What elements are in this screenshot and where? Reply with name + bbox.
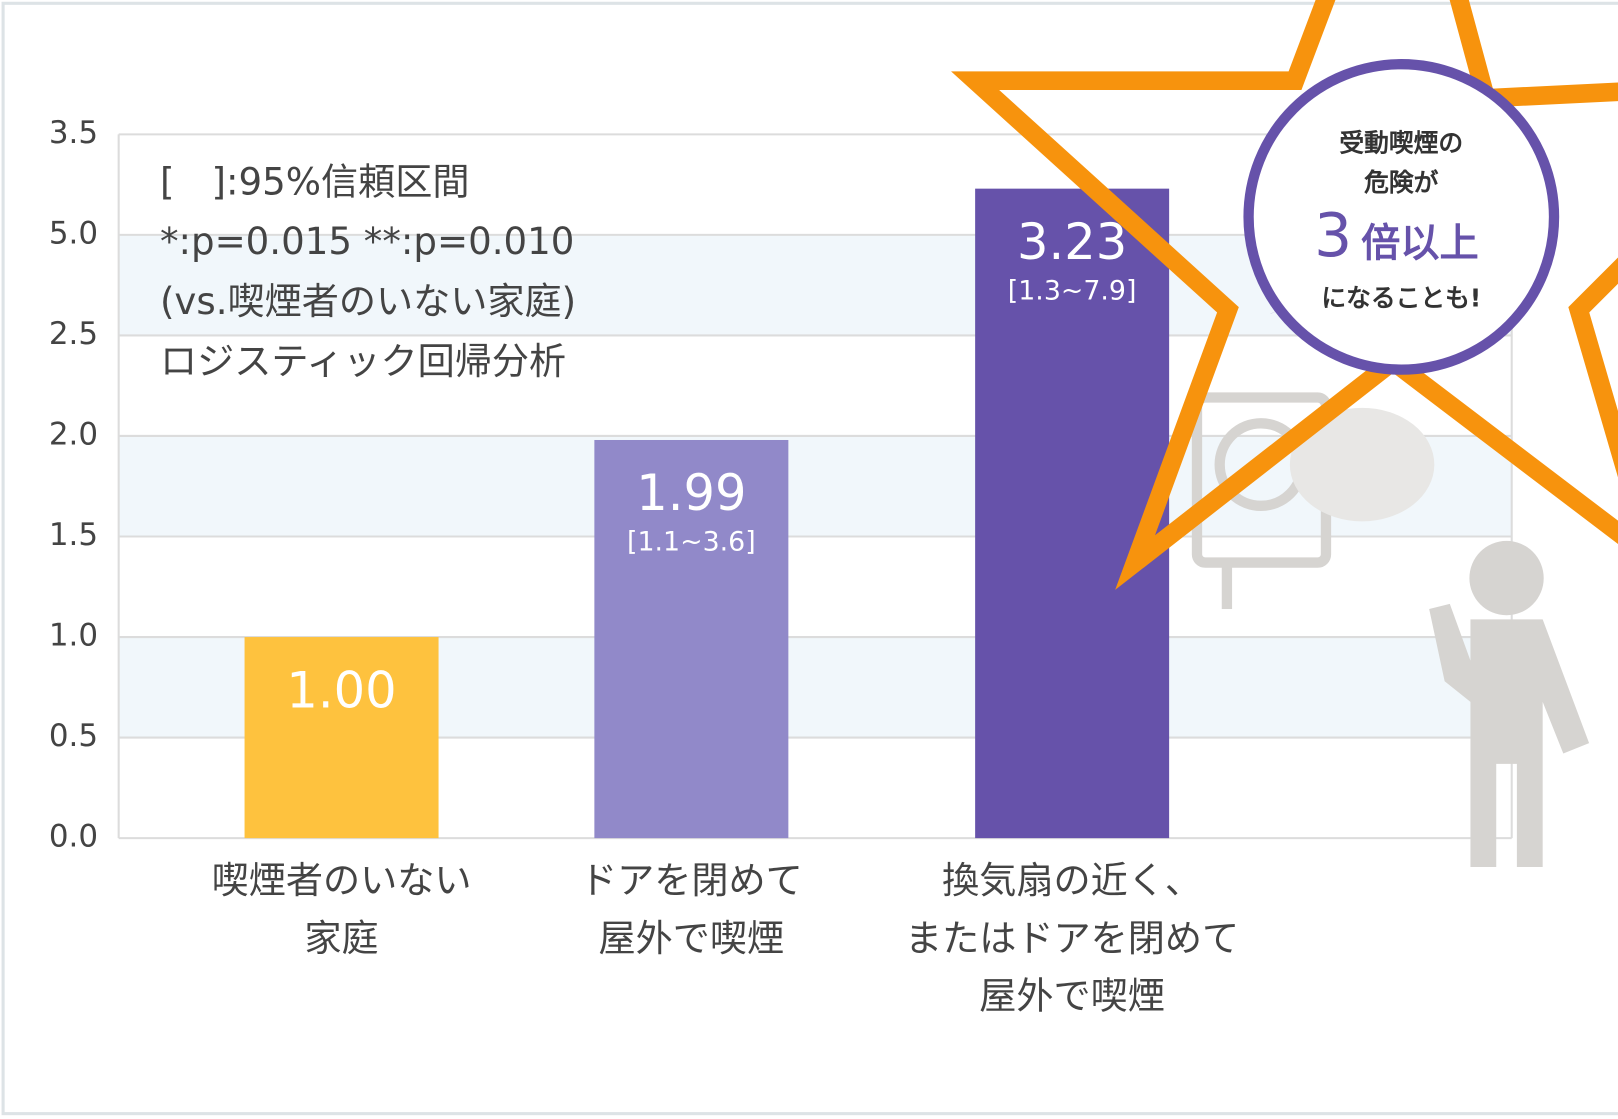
annotation: ロジスティック回帰分析 — [160, 340, 566, 383]
y-tick-label: 3.5 — [49, 115, 98, 151]
y-tick-label: 0.5 — [49, 718, 98, 754]
chart: 0.0 0.5 1.0 1.5 2.0 2.5 5.0 3.5 1.00 喫煙者のいない家庭 1.9… — [0, 0, 1618, 1119]
ci-label: [1.1~3.6] — [627, 527, 756, 558]
fan-cord — [1222, 563, 1232, 609]
value-label: 1.00 — [286, 661, 396, 719]
callout-text: 受動喫煙の — [1339, 129, 1463, 158]
callout-circle — [1249, 64, 1554, 369]
y-tick-label: 2.5 — [49, 316, 98, 352]
value-label: 3.23 — [1017, 213, 1127, 271]
callout-text: 危険が — [1364, 168, 1438, 197]
person-head — [1469, 541, 1543, 615]
y-tick-label: 1.5 — [49, 517, 98, 553]
callout-text: 倍以上 — [1361, 221, 1479, 266]
y-tick-label: 5.0 — [49, 215, 98, 251]
y-tick-label: 2.0 — [49, 416, 98, 452]
y-tick-label: 1.0 — [49, 618, 98, 654]
callout-text: になることも! — [1321, 283, 1481, 312]
x-tick-label: 喫煙者のいない — [212, 859, 472, 902]
ci-label: [1.3~7.9] — [1008, 275, 1137, 306]
value-label: 1.99 — [636, 464, 746, 522]
x-tick-label: またはドアを閉めて — [905, 917, 1239, 960]
y-tick-label: 0.0 — [49, 819, 98, 855]
callout-number: 3 — [1314, 201, 1352, 271]
annotation: (vs.喫煙者のいない家庭) — [160, 280, 576, 323]
x-tick-label: ドアを閉めて — [580, 859, 803, 902]
x-tick-label: 屋外で喫煙 — [599, 917, 785, 960]
callout: 受動喫煙の 危険が 3 倍以上 になることも! — [1238, 64, 1554, 369]
x-tick-label: 屋外で喫煙 — [979, 975, 1165, 1018]
x-tick-label: 家庭 — [304, 917, 378, 960]
annotation: *:p=0.015 **:p=0.010 — [160, 220, 574, 263]
x-tick-label: 換気扇の近く、 — [942, 859, 1202, 902]
annotation: [ ]:95%信頼区間 — [160, 160, 470, 203]
